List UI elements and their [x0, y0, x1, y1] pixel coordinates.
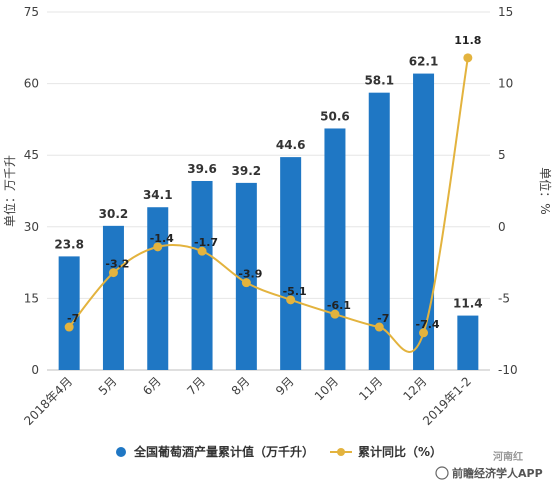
right-tick-label: 0 — [498, 220, 506, 234]
line-point — [419, 328, 429, 338]
left-tick-label: 0 — [31, 363, 39, 377]
left-tick-label: 60 — [24, 77, 39, 91]
x-tick-label: 12月 — [400, 374, 429, 403]
left-tick-label: 75 — [24, 5, 39, 19]
bar — [191, 180, 213, 370]
right-tick-label: 10 — [498, 77, 513, 91]
bar-value-label: 50.6 — [320, 109, 350, 123]
bar-value-label: 44.6 — [276, 138, 306, 152]
left-tick-label: 15 — [24, 291, 39, 305]
right-tick-label: 5 — [498, 148, 506, 162]
x-tick-label: 7月 — [184, 374, 208, 398]
x-tick-label: 11月 — [356, 374, 385, 403]
bar-value-label: 34.1 — [143, 188, 173, 202]
bar — [235, 182, 257, 370]
legend-line-marker — [337, 448, 345, 456]
bar-value-label: 62.1 — [409, 55, 439, 69]
line-point — [64, 322, 74, 332]
left-tick-label: 30 — [24, 220, 39, 234]
x-tick-label: 2019年1-2 — [420, 374, 474, 428]
line-value-label: -1.7 — [194, 236, 218, 249]
line-value-label: 11.8 — [454, 34, 481, 47]
left-axis-title: 单位：万千升 — [2, 155, 17, 227]
right-tick-label: -5 — [498, 291, 510, 305]
right-tick-label: 15 — [498, 5, 513, 19]
watermark-logo-icon — [435, 466, 449, 480]
x-tick-label: 6月 — [140, 374, 164, 398]
bar-value-label: 23.8 — [54, 237, 84, 251]
line-point — [197, 246, 207, 256]
legend-bar-label: 全国葡萄酒产量累计值（万千升） — [133, 444, 314, 459]
line-value-label: -7 — [67, 312, 79, 325]
x-tick-label: 10月 — [312, 374, 341, 403]
x-tick-label: 8月 — [229, 374, 253, 398]
line-point — [153, 242, 163, 252]
line-point — [463, 53, 473, 63]
legend-line-label: 累计同比（%） — [358, 444, 442, 459]
left-axis-ticks: 0 15 30 45 60 75 — [24, 5, 39, 377]
bar — [58, 256, 80, 370]
series-line — [68, 57, 469, 353]
bar — [102, 225, 124, 370]
line-point — [330, 309, 340, 319]
watermark: 前瞻经济学人APP 河南红 — [435, 450, 543, 480]
line-value-label: -6.1 — [327, 299, 351, 312]
line-value-label: -7 — [377, 312, 389, 325]
watermark-subtext: 河南红 — [493, 450, 523, 463]
line-point — [286, 295, 296, 305]
bar-value-label: 30.2 — [99, 207, 129, 221]
line-point — [108, 268, 118, 278]
bar-value-label: 39.2 — [232, 164, 262, 178]
legend-bar-marker — [116, 447, 126, 457]
x-tick-label: 9月 — [273, 374, 297, 398]
watermark-text: 前瞻经济学人APP — [452, 466, 543, 480]
right-axis-title: 单位：% — [538, 167, 553, 214]
x-tick-label: 2018年4月 — [21, 374, 75, 428]
line-value-label: -5.1 — [283, 285, 307, 298]
line-series: -7 -3.2 -1.4 -1.7 -3.9 -5.1 -6.1 -7 -7.4 11.8 — [64, 34, 481, 353]
bar — [368, 92, 390, 370]
bar — [457, 315, 479, 370]
line-value-label: -3.9 — [238, 268, 262, 281]
right-axis-ticks: -10 -5 0 5 10 15 — [498, 5, 518, 377]
legend: 全国葡萄酒产量累计值（万千升） 累计同比（%） — [116, 444, 442, 459]
line-value-label: -1.4 — [150, 232, 174, 245]
line-value-label: -7.4 — [416, 318, 440, 331]
right-tick-label: -10 — [498, 363, 518, 377]
bar — [324, 128, 346, 370]
bar-value-label: 58.1 — [364, 74, 394, 88]
line-point — [374, 322, 384, 332]
bar — [280, 157, 302, 370]
bar-series: 23.8 30.2 34.1 39.6 39.2 44.6 50.6 58.1 62.1 11.4 — [54, 55, 483, 371]
bar-value-label: 11.4 — [453, 297, 483, 311]
bar-value-label: 39.6 — [187, 162, 217, 176]
left-tick-label: 45 — [24, 148, 39, 162]
line-value-label: -3.2 — [105, 258, 129, 271]
line-point — [241, 278, 251, 288]
x-tick-label: 5月 — [96, 374, 120, 398]
bar — [413, 73, 435, 371]
